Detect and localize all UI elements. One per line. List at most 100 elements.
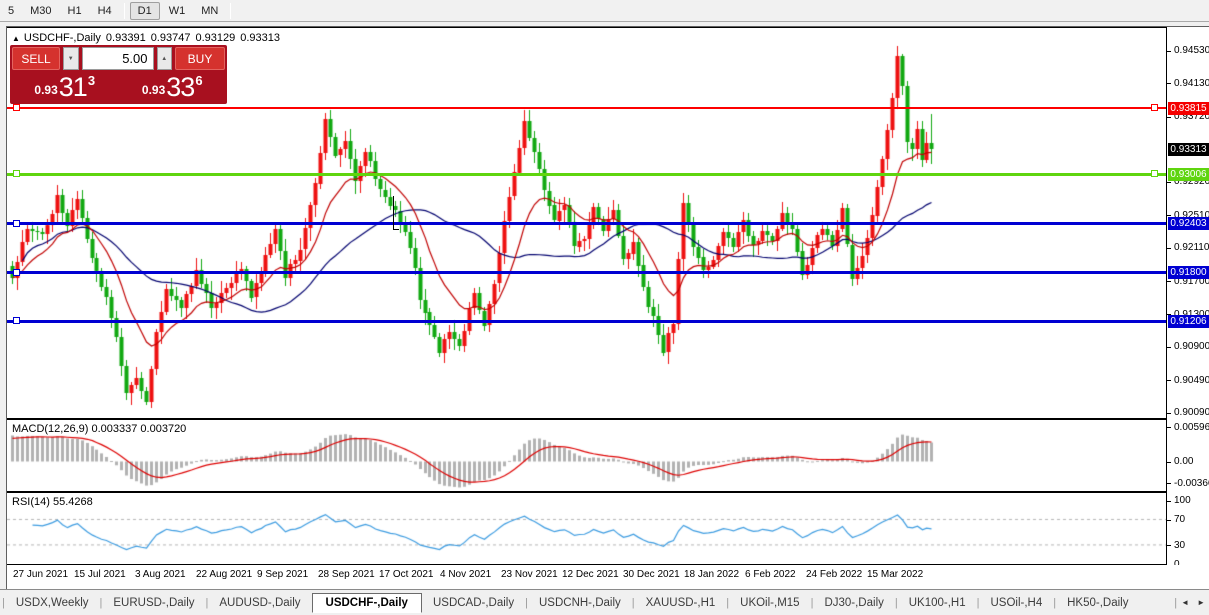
price-badge: 0.91800 xyxy=(1168,266,1209,280)
chart-header: ▲ USDCHF-,Daily 0.93391 0.93747 0.93129 0.933… xyxy=(12,32,280,44)
rsi-pane[interactable]: RSI(14) 55.4268 xyxy=(7,494,1166,564)
price-tick-label: 0.90490 xyxy=(1167,375,1209,386)
timeframe-button-h1[interactable]: H1 xyxy=(67,4,82,17)
tabs-scroll-right-icon[interactable]: ► xyxy=(1197,598,1205,607)
ohlc-open: 0.93391 xyxy=(105,32,146,44)
date-tick-label: 15 Jul 2021 xyxy=(74,569,126,580)
pane-separator[interactable] xyxy=(7,491,1209,493)
chart-tab-uk100-h1[interactable]: UK100-,H1 xyxy=(908,596,966,609)
tab-separator: | xyxy=(99,596,103,609)
chart-symbol-label: USDCHF-,Daily xyxy=(23,32,101,44)
pane-separator xyxy=(7,564,1209,565)
sell-price-prefix: 0.93 xyxy=(34,83,58,97)
horizontal-line-0.92403[interactable] xyxy=(7,219,1166,227)
price-badge: 0.93815 xyxy=(1168,101,1209,115)
price-tick-label: 0.90090 xyxy=(1167,407,1209,418)
volume-input[interactable] xyxy=(81,47,154,70)
chart-window: ▲ USDCHF-,Daily 0.93391 0.93747 0.93129 0.933… xyxy=(6,26,1209,589)
tab-separator: | xyxy=(1053,596,1057,609)
tab-separator: | xyxy=(205,596,209,609)
horizontal-line-0.918[interactable] xyxy=(7,268,1166,276)
date-tick-label: 15 Mar 2022 xyxy=(867,569,924,580)
price-tick-label: 0.90900 xyxy=(1167,341,1209,352)
date-tick-label: 30 Dec 2021 xyxy=(623,569,680,580)
rsi-label: RSI(14) 55.4268 xyxy=(12,496,93,508)
sell-price-display[interactable]: 0.93 31 3 xyxy=(12,72,118,101)
date-tick-label: 18 Jan 2022 xyxy=(684,569,740,580)
rsi-tick-label: 30 xyxy=(1167,540,1185,551)
timeframe-button-mn[interactable]: MN xyxy=(201,4,219,17)
chart-tab-dj30-daily[interactable]: DJ30-,Daily xyxy=(824,596,884,609)
pane-separator[interactable] xyxy=(7,418,1209,420)
chart-tab-usoil-h4[interactable]: USOil-,H4 xyxy=(990,596,1043,609)
sell-price-pips: 31 xyxy=(58,72,88,102)
price-axis-border xyxy=(1166,27,1167,565)
macd-pane[interactable]: MACD(12,26,9) 0.003337 0.003720 xyxy=(7,421,1166,491)
chart-tab-usdchf-daily[interactable]: USDCHF-,Daily xyxy=(311,592,422,613)
line-anchor[interactable] xyxy=(13,170,20,178)
line-anchor[interactable] xyxy=(13,104,20,112)
line-anchor[interactable] xyxy=(1151,170,1158,178)
macd-label: MACD(12,26,9) 0.003337 0.003720 xyxy=(12,423,187,435)
timeframe-button-m30[interactable]: M30 xyxy=(30,4,52,17)
tab-separator: | xyxy=(2,596,5,609)
line-anchor[interactable] xyxy=(13,219,20,227)
chart-tab-xauusd-h1[interactable]: XAUUSD-,H1 xyxy=(645,596,716,609)
horizontal-line-0.91206[interactable] xyxy=(7,317,1166,325)
buy-price-prefix: 0.93 xyxy=(141,83,166,97)
collapse-panel-icon[interactable]: ▲ xyxy=(12,34,20,43)
tab-separator: | xyxy=(726,596,730,609)
rsi-canvas xyxy=(7,494,1166,564)
sell-button[interactable]: SELL xyxy=(12,47,60,70)
line-anchor[interactable] xyxy=(13,317,20,325)
chart-tab-usdcnh-daily[interactable]: USDCNH-,Daily xyxy=(538,596,621,609)
chart-tabs-bar: | USDX,Weekly | EURUSD-,Daily | AUDUSD-,Daily… xyxy=(0,589,1209,615)
tabs-scroll-left-icon[interactable]: ◄ xyxy=(1181,598,1190,607)
main-chart-pane[interactable]: ▲ USDCHF-,Daily 0.93391 0.93747 0.93129 0.933… xyxy=(7,28,1166,418)
buy-price-display[interactable]: 0.93 33 6 xyxy=(120,72,226,101)
tab-separator: | xyxy=(631,596,635,609)
chart-tab-eurusd-daily[interactable]: EURUSD-,Daily xyxy=(113,596,195,609)
buy-button[interactable]: BUY xyxy=(175,47,225,70)
price-tick-label: 0.94530 xyxy=(1167,45,1209,56)
line-anchor[interactable] xyxy=(13,268,20,276)
pane-separator xyxy=(7,27,1209,28)
timeframe-button-d1[interactable]: D1 xyxy=(129,1,160,20)
horizontal-line-0.93815[interactable] xyxy=(7,104,1166,112)
line-anchor[interactable] xyxy=(1151,104,1158,112)
toolbar-separator xyxy=(230,2,232,19)
price-badge: 0.93006 xyxy=(1168,167,1209,181)
vertical-line-marker[interactable] xyxy=(393,196,399,230)
ohlc-close: 0.93313 xyxy=(240,32,280,44)
one-click-trading-panel: SELL ▼ ▲ BUY 0.93 31 3 0.93 33 6 xyxy=(10,45,227,104)
date-tick-label: 4 Nov 2021 xyxy=(440,569,492,580)
chart-tab-audusd-daily[interactable]: AUDUSD-,Daily xyxy=(219,596,301,609)
price-tick-label: 0.92920 xyxy=(1167,176,1209,187)
rsi-tick-label: 100 xyxy=(1167,495,1191,506)
tab-separator: | xyxy=(810,596,814,609)
price-badge: 0.91206 xyxy=(1168,314,1209,328)
timeframe-button-w1[interactable]: W1 xyxy=(168,4,186,17)
date-tick-label: 17 Oct 2021 xyxy=(379,569,434,580)
price-tick-label: 0.94130 xyxy=(1167,78,1209,89)
date-tick-label: 22 Aug 2021 xyxy=(196,569,253,580)
date-tick-label: 27 Jun 2021 xyxy=(13,569,69,580)
price-tick-label: 0.93720 xyxy=(1167,111,1209,122)
horizontal-line-0.93006[interactable] xyxy=(7,170,1166,178)
chart-tab-usdx-weekly[interactable]: USDX,Weekly xyxy=(15,596,89,609)
ohlc-high: 0.93747 xyxy=(150,32,191,44)
chart-tab-usdcad-daily[interactable]: USDCAD-,Daily xyxy=(432,596,515,609)
price-tick-label: 0.92510 xyxy=(1167,210,1209,221)
price-tick-label: 0.91300 xyxy=(1167,309,1209,320)
timeframe-button-5[interactable]: 5 xyxy=(8,4,15,17)
date-tick-label: 24 Feb 2022 xyxy=(806,569,863,580)
date-tick-label: 9 Sep 2021 xyxy=(257,569,309,580)
price-axis[interactable]: 0.94530 0.94130 0.93720 0.92920 0.92510 0.921… xyxy=(1167,27,1209,570)
timeframe-button-h4[interactable]: H4 xyxy=(97,4,112,17)
volume-decrease-button[interactable]: ▼ xyxy=(63,47,79,70)
chart-tab-ukoil-m15[interactable]: UKOil-,M15 xyxy=(740,596,800,609)
volume-increase-button[interactable]: ▲ xyxy=(156,47,172,70)
time-axis[interactable]: 27 Jun 2021 15 Jul 2021 3 Aug 2021 22 Aug 2… xyxy=(7,565,1209,589)
chart-tab-hk50-daily[interactable]: HK50-,Daily xyxy=(1067,596,1129,609)
